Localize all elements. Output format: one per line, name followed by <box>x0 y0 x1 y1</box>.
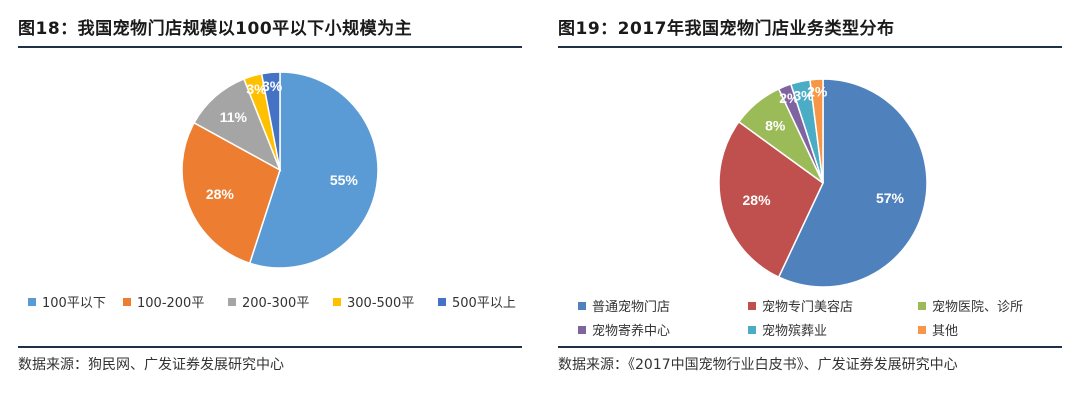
figure-19-panel: 图19：2017年我国宠物门店业务类型分布 57% 28% 8% 2% 3% 2% 普通宠… <box>540 0 1080 401</box>
legend-item: 100平以下 <box>28 292 106 311</box>
legend-item: 500平以上 <box>438 292 516 311</box>
legend-item: 宠物专门美容店 <box>748 296 853 315</box>
legend-label: 100平以下 <box>42 296 106 311</box>
legend-swatch <box>28 297 36 306</box>
pie-slice <box>181 121 281 265</box>
legend-swatch <box>438 297 446 306</box>
pie-slice <box>248 71 379 269</box>
legend-item: 宠物殡葬业 <box>748 320 827 339</box>
pie-slice <box>193 77 282 172</box>
slice-data-label: 8% <box>765 117 786 133</box>
legend-label: 200-300平 <box>242 296 310 311</box>
legend-swatch <box>748 301 756 310</box>
slice-data-label: 28% <box>206 186 235 202</box>
legend-item: 200-300平 <box>228 292 309 311</box>
data-source: 数据来源：狗民网、广发证券发展研究中心 <box>18 357 284 373</box>
legend-swatch <box>578 301 586 310</box>
legend-item: 普通宠物门店 <box>578 296 670 315</box>
slice-data-label: 57% <box>876 190 905 206</box>
legend-label: 300-500平 <box>347 296 415 311</box>
legend-swatch <box>578 325 586 334</box>
legend-label: 100-200平 <box>137 296 205 311</box>
legend-item: 宠物医院、诊所 <box>918 296 1023 315</box>
legend-label: 普通宠物门店 <box>592 300 671 315</box>
chart-legend: 100平以下 100-200平 200-300平 300-500平 500平以上 <box>28 292 528 312</box>
slice-data-label: 28% <box>743 192 772 208</box>
chart-legend: 普通宠物门店 宠物专门美容店 宠物医院、诊所宠物寄养中心 宠物殡葬业 其他 <box>578 296 1068 340</box>
slice-data-label: 3% <box>793 88 814 104</box>
pie-slice <box>718 120 824 279</box>
title-rule <box>18 46 522 48</box>
legend-label: 其他 <box>932 324 959 339</box>
slice-data-label: 11% <box>220 109 248 125</box>
legend-swatch <box>228 297 236 306</box>
legend-item: 100-200平 <box>123 292 204 311</box>
data-source: 数据来源：《2017中国宠物行业白皮书》、广发证券发展研究中心 <box>558 357 958 373</box>
legend-swatch <box>918 325 926 334</box>
slice-data-label: 3% <box>262 78 283 94</box>
legend-label: 宠物殡葬业 <box>762 324 828 339</box>
figure-title: 图18：我国宠物门店规模以100平以下小规模为主 <box>18 19 413 39</box>
legend-label: 宠物专门美容店 <box>762 300 854 315</box>
title-rule <box>558 46 1062 48</box>
slice-data-label: 55% <box>330 172 359 188</box>
legend-label: 宠物寄养中心 <box>592 324 671 339</box>
legend-swatch <box>918 301 926 310</box>
pie-chart-store-size: 55% 28% 11% 3%3% <box>181 71 379 269</box>
legend-swatch <box>123 297 131 306</box>
legend-swatch <box>333 297 341 306</box>
pie-slice <box>809 78 824 184</box>
slice-data-label: 2% <box>807 84 828 100</box>
legend-item: 宠物寄养中心 <box>578 320 670 339</box>
legend-swatch <box>748 325 756 334</box>
legend-item: 300-500平 <box>333 292 414 311</box>
source-rule <box>558 346 1062 348</box>
source-rule <box>18 346 522 348</box>
pie-slice <box>777 78 928 288</box>
pie-slice <box>260 71 281 171</box>
slice-data-label: 3% <box>246 81 267 97</box>
legend-item: 其他 <box>918 320 958 339</box>
figure-18-panel: 图18：我国宠物门店规模以100平以下小规模为主 55% 28% 11% 3% 3% 1… <box>18 19 528 373</box>
pie-chart-business-type: 57%28%8%2%3%2% <box>718 78 928 288</box>
legend-label: 宠物医院、诊所 <box>932 300 1024 315</box>
figure-title: 图19：2017年我国宠物门店业务类型分布 <box>558 19 895 39</box>
legend-label: 500平以上 <box>452 296 516 311</box>
